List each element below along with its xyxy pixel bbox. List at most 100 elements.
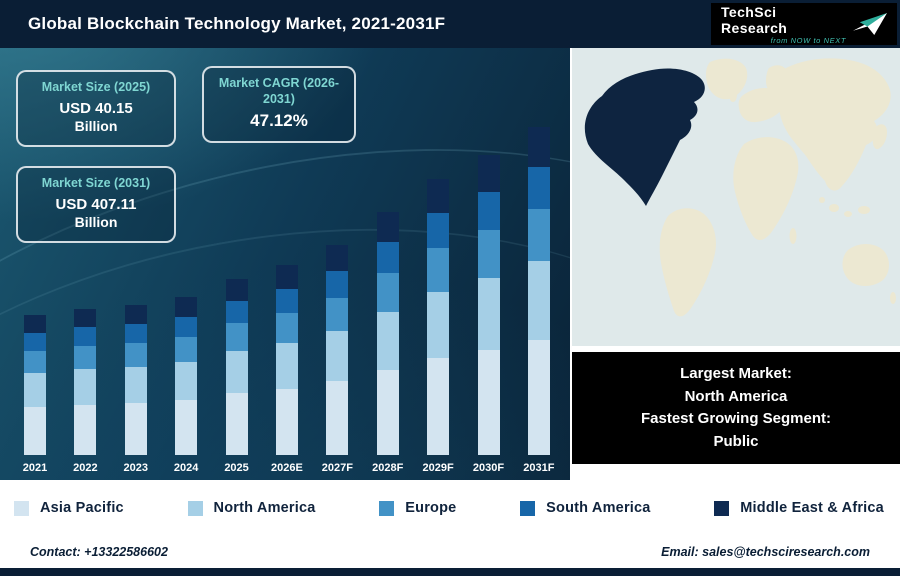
landmass-madagascar bbox=[789, 228, 797, 244]
x-axis-label: 2030F bbox=[472, 462, 505, 474]
x-axis-label: 2025 bbox=[224, 462, 249, 474]
x-axis-label: 2029F bbox=[422, 462, 454, 474]
header: Global Blockchain Technology Market, 202… bbox=[0, 0, 900, 48]
bar-segment-europe bbox=[527, 209, 550, 261]
bar-segment-asia-pacific bbox=[24, 407, 46, 455]
bar-stack bbox=[175, 297, 198, 455]
badge-unit: Billion bbox=[74, 214, 118, 231]
bar-segment-middle-east-africa bbox=[24, 315, 46, 333]
bar-segment-middle-east-africa bbox=[527, 127, 550, 167]
bar-segment-asia-pacific bbox=[175, 400, 198, 455]
continent-south-america bbox=[659, 208, 716, 317]
paper-plane-icon bbox=[853, 12, 887, 36]
bar-segment-middle-east-africa bbox=[74, 309, 97, 327]
bar-segment-south-america bbox=[527, 167, 550, 209]
bar-segment-south-america bbox=[175, 317, 198, 337]
legend-item-europe: Europe bbox=[379, 500, 456, 516]
bar-column-2025: 2025 bbox=[214, 279, 260, 474]
bar-column-2024: 2024 bbox=[163, 297, 209, 474]
map-panel: Largest Market: North America Fastest Gr… bbox=[572, 48, 900, 480]
x-axis-label: 2027F bbox=[321, 462, 353, 474]
bar-column-2030f: 2030F bbox=[466, 155, 512, 474]
bar-segment-south-america bbox=[74, 327, 97, 346]
continent-north-america bbox=[584, 68, 705, 206]
bar-segment-asia-pacific bbox=[74, 405, 97, 455]
legend-swatch bbox=[520, 500, 536, 516]
landmass-new-zealand bbox=[890, 292, 896, 304]
x-axis-label: 2026E bbox=[271, 462, 303, 474]
logo-tagline: from NOW to NEXT bbox=[770, 35, 846, 45]
market-info-box: Largest Market: North America Fastest Gr… bbox=[572, 352, 900, 464]
bar-segment-north-america bbox=[326, 331, 349, 381]
bar-segment-europe bbox=[477, 230, 500, 278]
bar-chart: 2021 2022 2023 2024 2025 2026E 2027F 2028F 2029F… bbox=[12, 127, 562, 474]
bar-segment-europe bbox=[175, 337, 198, 362]
bar-segment-north-america bbox=[175, 362, 198, 400]
bar-segment-asia-pacific bbox=[225, 393, 248, 455]
bar-stack bbox=[24, 315, 46, 455]
legend-label: South America bbox=[546, 500, 651, 516]
contact-phone: Contact: +13322586602 bbox=[30, 545, 168, 559]
chart-legend: Asia Pacific North America Europe South Ame… bbox=[0, 480, 900, 536]
bar-stack bbox=[427, 179, 450, 455]
badge-value: USD 40.15 bbox=[59, 99, 133, 117]
bar-segment-south-america bbox=[326, 271, 349, 298]
bar-segment-middle-east-africa bbox=[326, 245, 349, 271]
bar-segment-south-america bbox=[427, 213, 450, 248]
bar-segment-europe bbox=[74, 346, 97, 369]
logo-name: TechSci Research bbox=[721, 3, 788, 36]
bar-segment-middle-east-africa bbox=[376, 212, 399, 242]
continent-australia bbox=[842, 244, 889, 286]
bar-segment-north-america bbox=[427, 292, 450, 358]
x-axis-label: 2023 bbox=[123, 462, 149, 474]
x-axis-label: 2024 bbox=[173, 462, 199, 474]
badge-value: 47.12% bbox=[250, 111, 308, 131]
bar-segment-middle-east-africa bbox=[427, 179, 450, 213]
bar-segment-south-america bbox=[124, 324, 147, 343]
bar-segment-south-america bbox=[477, 192, 500, 230]
bar-segment-asia-pacific bbox=[326, 381, 349, 455]
info-line: North America bbox=[684, 387, 788, 405]
logo-text: TechSci Research from NOW to NEXT bbox=[721, 4, 846, 45]
legend-swatch bbox=[187, 500, 203, 516]
bar-segment-south-america bbox=[225, 301, 248, 323]
bar-segment-middle-east-africa bbox=[124, 305, 147, 324]
legend-item-asia-pacific: Asia Pacific bbox=[14, 500, 124, 516]
continent-europe bbox=[738, 88, 785, 123]
legend-item-north-america: North America bbox=[187, 500, 316, 516]
bar-stack bbox=[225, 279, 248, 455]
bar-segment-europe bbox=[275, 313, 298, 343]
info-line: Fastest Growing Segment: bbox=[640, 410, 832, 427]
legend-item-middle-east-africa: Middle East & Africa bbox=[714, 500, 884, 516]
landmass-japan bbox=[872, 124, 887, 150]
bar-stack bbox=[74, 309, 97, 455]
landmass-greenland bbox=[705, 58, 748, 100]
chart-panel: Market Size (2025) USD 40.15 Billion Mar… bbox=[0, 48, 570, 480]
bar-segment-europe bbox=[427, 248, 450, 292]
legend-label: Europe bbox=[405, 500, 457, 516]
continent-africa bbox=[733, 137, 799, 241]
bar-segment-europe bbox=[376, 273, 399, 312]
bar-stack bbox=[527, 127, 550, 455]
landmass-island bbox=[858, 206, 870, 214]
badge-unit: Billion bbox=[74, 118, 118, 135]
bar-column-2031f: 2031F bbox=[516, 127, 562, 474]
x-axis-label: 2028F bbox=[372, 462, 404, 474]
legend-swatch bbox=[14, 500, 29, 516]
bar-segment-south-america bbox=[376, 242, 399, 273]
bar-segment-north-america bbox=[376, 312, 399, 370]
market-size-2025-badge: Market Size (2025) USD 40.15 Billion bbox=[16, 70, 176, 147]
bar-segment-north-america bbox=[275, 343, 298, 389]
info-line: Public bbox=[713, 432, 759, 450]
bar-segment-asia-pacific bbox=[427, 358, 450, 455]
bar-column-2029f: 2029F bbox=[415, 179, 461, 474]
page-title: Global Blockchain Technology Market, 202… bbox=[28, 14, 446, 33]
bar-column-2022: 2022 bbox=[62, 309, 108, 474]
bar-segment-europe bbox=[124, 343, 147, 367]
contact-email: Email: sales@techsciresearch.com bbox=[661, 545, 870, 559]
bar-segment-north-america bbox=[477, 278, 500, 350]
continent-asia bbox=[778, 58, 891, 191]
landmass-british-isles bbox=[729, 88, 737, 102]
world-map-svg bbox=[572, 48, 900, 346]
